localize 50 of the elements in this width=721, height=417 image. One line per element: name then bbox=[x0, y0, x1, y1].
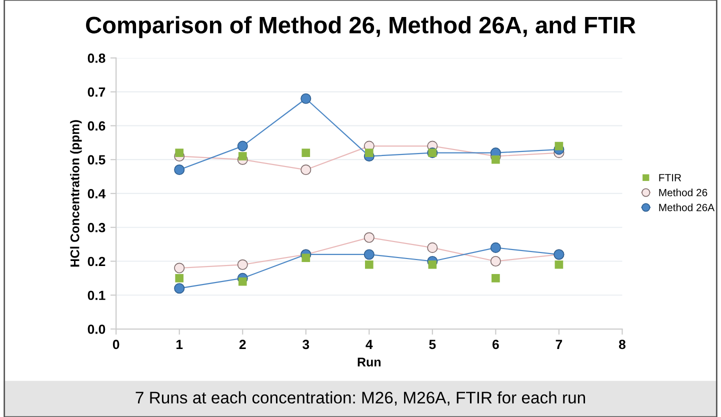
point bbox=[300, 164, 312, 176]
point bbox=[237, 259, 248, 270]
point bbox=[428, 260, 437, 269]
x-axis-title: Run bbox=[358, 358, 381, 366]
x-tick-label: 1 bbox=[176, 340, 183, 349]
point bbox=[174, 164, 185, 176]
y-axis-title: HCl Concentration (ppm) bbox=[70, 120, 82, 267]
point bbox=[302, 148, 310, 157]
y-tick-label: 0.3 bbox=[88, 222, 106, 232]
legend-label: Method 26 bbox=[659, 188, 708, 196]
point bbox=[427, 242, 438, 253]
x-tick-label: 3 bbox=[302, 340, 310, 350]
y-tick-label: 0.1 bbox=[88, 290, 106, 300]
point bbox=[238, 152, 247, 160]
x-tick-label: 7 bbox=[556, 340, 562, 349]
legend-label: FTIR bbox=[659, 174, 682, 182]
point bbox=[492, 274, 500, 282]
y-tick-label: 0.0 bbox=[88, 324, 106, 334]
point bbox=[492, 155, 500, 164]
legend-label: Method 26A bbox=[659, 204, 715, 212]
y-tick-label: 0.7 bbox=[88, 87, 106, 97]
y-tick-label: 0.2 bbox=[88, 256, 106, 266]
point bbox=[174, 262, 185, 274]
point bbox=[554, 142, 564, 150]
x-tick-label: 6 bbox=[492, 340, 499, 350]
point bbox=[554, 260, 564, 269]
point bbox=[364, 148, 374, 157]
y-tick-label: 0.4 bbox=[88, 189, 106, 198]
x-tick-label: 5 bbox=[429, 340, 436, 350]
point bbox=[300, 93, 312, 104]
y-tick-label: 0.5 bbox=[88, 155, 106, 165]
point bbox=[238, 277, 247, 286]
point bbox=[174, 283, 185, 294]
point bbox=[302, 254, 310, 262]
x-tick-label: 2 bbox=[239, 340, 246, 349]
x-tick-label: 8 bbox=[618, 340, 626, 350]
point bbox=[364, 249, 374, 260]
point bbox=[237, 140, 248, 152]
point bbox=[175, 274, 184, 282]
point bbox=[490, 242, 501, 253]
y-tick-label: 0.6 bbox=[88, 121, 106, 131]
x-tick-label: 0 bbox=[112, 340, 120, 350]
chart-title: Comparison of Method 26, Method 26A, and FTIR bbox=[86, 16, 636, 38]
point bbox=[175, 148, 184, 157]
point bbox=[364, 260, 374, 269]
x-tick-label: 4 bbox=[366, 340, 373, 349]
y-tick-label: 0.8 bbox=[88, 54, 106, 63]
point bbox=[490, 256, 501, 267]
text: 7 Runs at each concentration: M26, M26A, FTIR for each run bbox=[136, 391, 586, 406]
point bbox=[364, 232, 374, 243]
